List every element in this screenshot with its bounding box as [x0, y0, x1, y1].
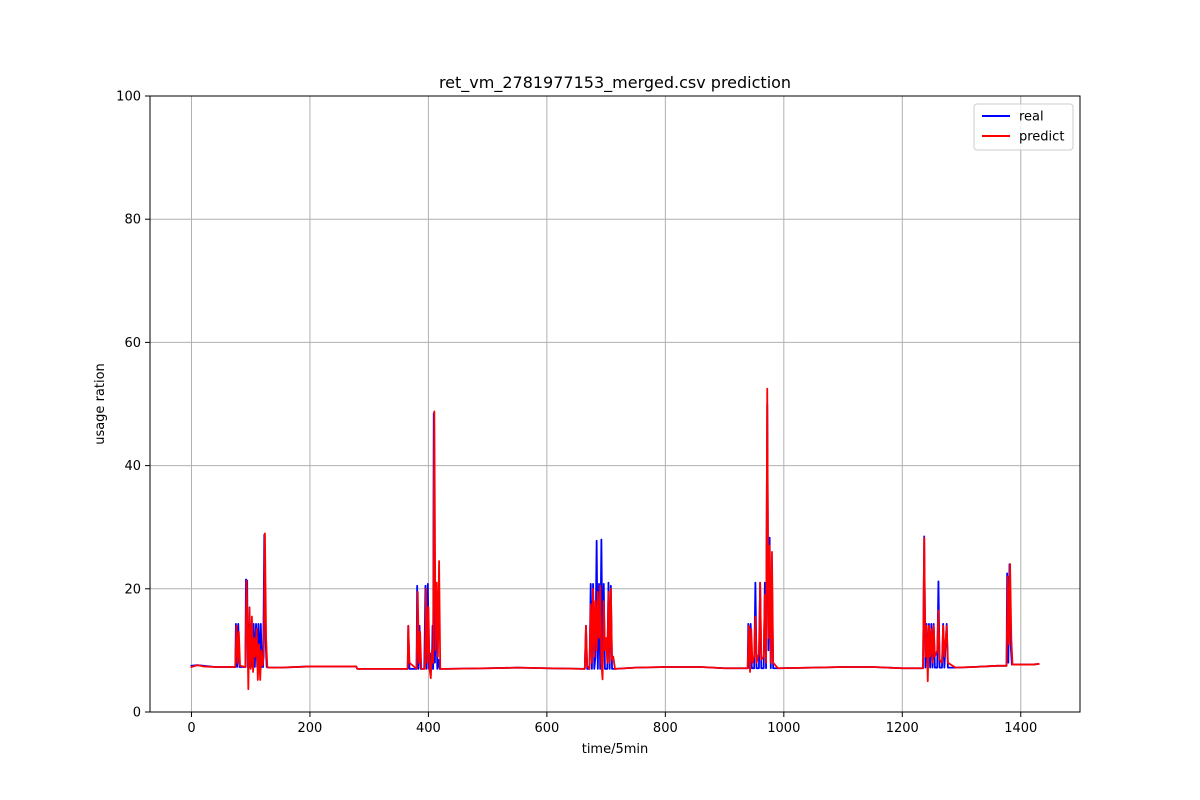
- y-axis-label: usage ration: [93, 363, 108, 445]
- x-tick-label: 800: [653, 721, 678, 736]
- series-layer: [190, 387, 1040, 691]
- y-tick-label: 100: [116, 90, 141, 105]
- x-tick-label: 0: [187, 721, 195, 736]
- y-tick-label: 40: [124, 459, 141, 474]
- x-tick-label: 400: [416, 721, 441, 736]
- y-tick-label: 20: [124, 582, 141, 597]
- x-axis-label: time/5min: [582, 742, 649, 757]
- x-tick-label: 1000: [767, 721, 800, 736]
- plot-area-frame: [149, 95, 1081, 713]
- x-tick-label: 600: [534, 721, 559, 736]
- y-tick-label: 80: [124, 213, 141, 228]
- legend-label-real: real: [1019, 110, 1044, 125]
- x-tick-label: 1200: [886, 721, 919, 736]
- x-axis-ticks: 0 200 400 600 800 1000 1200 1400: [187, 712, 1037, 736]
- x-tick-label: 1400: [1004, 721, 1037, 736]
- series-line-predict: [190, 387, 1040, 691]
- chart-title: ret_vm_2781977153_merged.csv prediction: [439, 73, 791, 93]
- y-tick-label: 60: [124, 336, 141, 351]
- y-tick-label: 0: [133, 706, 141, 721]
- legend: real predict: [973, 103, 1074, 151]
- x-tick-label: 200: [298, 721, 323, 736]
- y-axis-ticks: 0 20 40 60 80 100: [116, 90, 150, 721]
- legend-label-predict: predict: [1019, 130, 1064, 145]
